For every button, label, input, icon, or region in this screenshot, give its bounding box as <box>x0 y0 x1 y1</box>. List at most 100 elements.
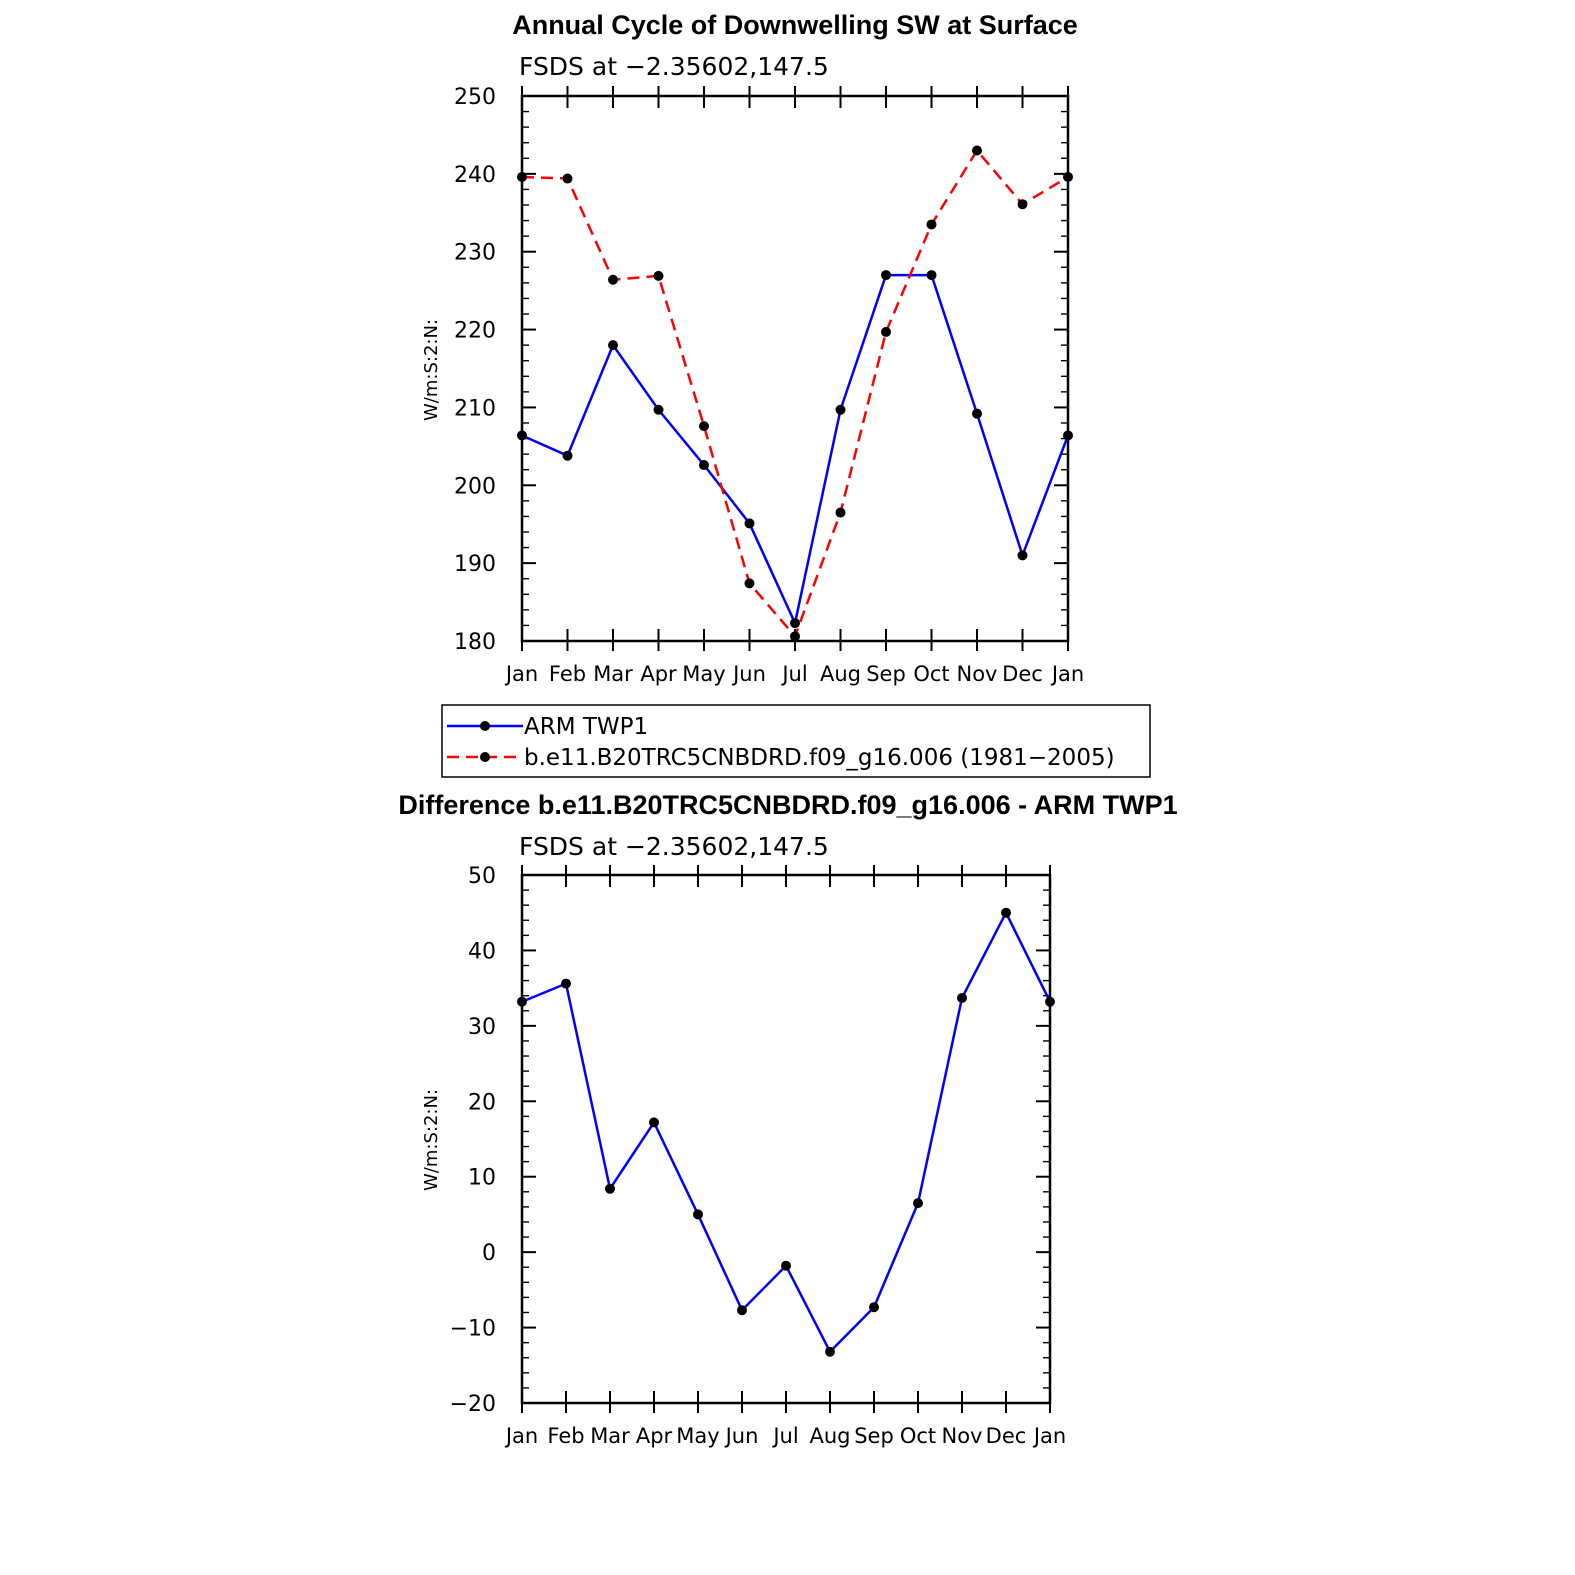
y-tick-label: 240 <box>454 163 496 188</box>
data-point <box>1045 996 1055 1007</box>
data-point <box>517 430 527 441</box>
data-point <box>972 145 982 156</box>
x-tick-label: Mar <box>593 662 633 686</box>
x-tick-label: Oct <box>913 662 949 686</box>
x-tick-label: Sep <box>866 662 906 686</box>
data-point <box>653 270 664 281</box>
data-point <box>881 326 891 337</box>
x-tick-label: Jul <box>771 1424 798 1448</box>
data-point <box>1063 171 1073 182</box>
x-tick-label: Jan <box>1032 1424 1066 1448</box>
data-point <box>649 1117 659 1128</box>
x-tick-label: Jan <box>1050 662 1084 686</box>
y-tick-label: −20 <box>450 1392 496 1417</box>
y-tick-label: 250 <box>454 85 496 110</box>
data-point <box>608 274 618 285</box>
chart-subtitle: FSDS at −2.35602,147.5 <box>519 52 829 81</box>
x-tick-label: Jun <box>724 1424 759 1448</box>
data-point <box>926 219 937 230</box>
y-tick-label: 30 <box>468 1015 496 1040</box>
y-tick-label: 20 <box>468 1090 496 1115</box>
data-point <box>926 270 937 281</box>
x-tick-label: Feb <box>547 1424 584 1448</box>
series-line-1 <box>521 149 1069 638</box>
y-tick-label: 230 <box>454 241 496 266</box>
data-point <box>913 1198 923 1209</box>
y-tick-label: 0 <box>482 1241 496 1266</box>
x-tick-label: Nov <box>957 662 998 686</box>
y-tick-label: 10 <box>468 1166 496 1191</box>
x-tick-label: May <box>676 1424 719 1448</box>
y-tick-label: 40 <box>468 939 496 964</box>
data-point <box>835 507 846 518</box>
data-point <box>562 450 573 461</box>
y-tick-label: 200 <box>454 474 496 499</box>
legend-swatch-marker <box>480 752 490 762</box>
data-point <box>1017 550 1028 561</box>
data-point <box>561 978 571 989</box>
y-tick-label: 190 <box>454 552 496 577</box>
series-line-0 <box>521 273 1070 625</box>
x-tick-label: Feb <box>549 662 586 686</box>
x-tick-label: Dec <box>986 1424 1027 1448</box>
data-point <box>790 631 800 642</box>
legend-label: ARM TWP1 <box>524 714 648 740</box>
y-tick-label: −10 <box>450 1317 496 1342</box>
chart-subtitle: FSDS at −2.35602,147.5 <box>519 832 829 861</box>
data-point <box>1001 907 1011 918</box>
x-tick-label: Oct <box>900 1424 936 1448</box>
data-point <box>972 408 982 419</box>
x-tick-label: Apr <box>636 1424 673 1448</box>
data-point <box>1063 430 1073 441</box>
data-point <box>781 1260 791 1271</box>
legend: ARM TWP1 b.e11.B20TRC5CNBDRD.f09_g16.006… <box>441 704 1151 778</box>
data-point <box>693 1209 703 1220</box>
data-point <box>699 421 709 432</box>
data-point <box>517 171 527 182</box>
legend-entry-arm: ARM TWP1 <box>447 714 648 740</box>
data-point <box>825 1346 835 1357</box>
data-point <box>1017 199 1028 210</box>
legend-swatch-marker <box>480 721 490 731</box>
x-tick-label: Nov <box>942 1424 983 1448</box>
chart-title: Difference b.e11.B20TRC5CNBDRD.f09_g16.0… <box>398 790 1177 820</box>
y-axis-label: W/m:S:2:N: <box>421 319 442 421</box>
difference-chart: Difference b.e11.B20TRC5CNBDRD.f09_g16.0… <box>398 790 1177 1448</box>
data-point <box>744 578 755 589</box>
data-point <box>605 1183 615 1194</box>
data-point <box>835 404 846 415</box>
chart-title: Annual Cycle of Downwelling SW at Surfac… <box>512 10 1078 40</box>
legend-entry-model: b.e11.B20TRC5CNBDRD.f09_g16.006 (1981−20… <box>447 745 1115 771</box>
legend-box <box>441 704 1151 778</box>
data-point <box>608 340 618 351</box>
series-line-0 <box>521 911 1052 1353</box>
data-point <box>699 460 709 471</box>
data-point <box>881 270 891 281</box>
data-point <box>653 404 664 415</box>
data-point <box>790 618 800 629</box>
annual-cycle-chart: Annual Cycle of Downwelling SW at Surfac… <box>421 10 1151 778</box>
plot-frame <box>520 873 1052 1405</box>
x-tick-label: Sep <box>854 1424 894 1448</box>
data-point <box>957 992 967 1003</box>
x-tick-label: Jun <box>731 662 766 686</box>
x-tick-label: Dec <box>1002 662 1043 686</box>
x-tick-label: Apr <box>640 662 677 686</box>
plot-area: −20 −10 0 10 20 30 40 50 Jan Feb Mar Apr May Jun Jul Au… <box>450 864 1067 1448</box>
x-tick-label: May <box>682 662 725 686</box>
data-point <box>517 996 527 1007</box>
y-tick-label: 220 <box>454 319 496 344</box>
data-point <box>562 173 573 184</box>
x-tick-label: Jul <box>780 662 807 686</box>
x-tick-label: Jan <box>504 1424 538 1448</box>
data-point <box>744 518 755 529</box>
data-point <box>737 1305 747 1316</box>
x-tick-label: Aug <box>820 662 861 686</box>
x-tick-label: Mar <box>590 1424 630 1448</box>
y-axis-label: W/m:S:2:N: <box>421 1089 442 1191</box>
x-tick-label: Jan <box>504 662 538 686</box>
legend-label: b.e11.B20TRC5CNBDRD.f09_g16.006 (1981−20… <box>524 745 1115 771</box>
data-point <box>869 1302 879 1313</box>
